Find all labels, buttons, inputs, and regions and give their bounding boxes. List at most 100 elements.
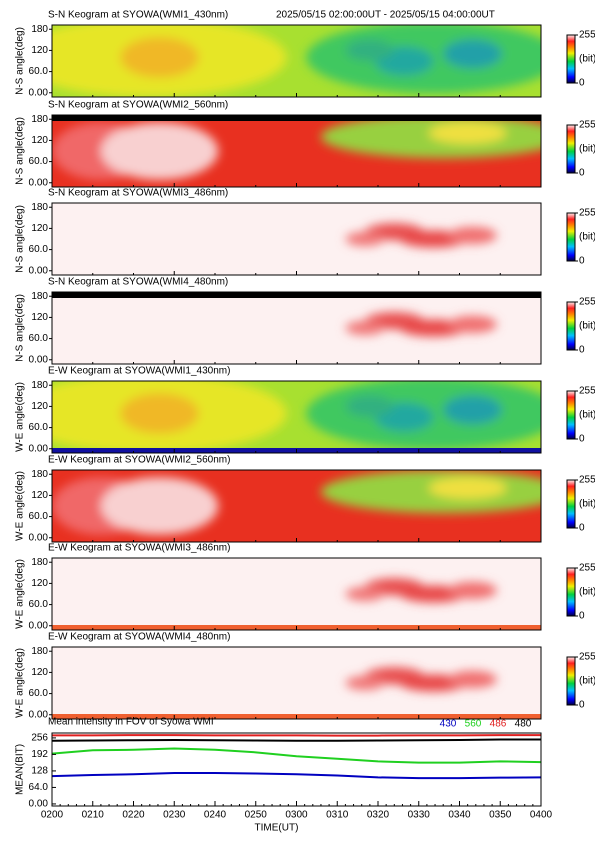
y-tick-label: 60.0 (29, 422, 49, 433)
image-blob (443, 395, 502, 425)
x-tick-label: 0310 (326, 810, 349, 821)
y-tick-label: 128 (31, 766, 48, 777)
y-tick-label: 0.00 (29, 532, 49, 543)
image-blob (100, 122, 219, 180)
y-tick-label: 0.00 (29, 177, 49, 188)
y-tick-label: 0.00 (29, 799, 49, 810)
y-tick-label: 180 (31, 202, 48, 213)
y-tick-label: 192 (31, 749, 48, 760)
colorbar-tick-label: 0 (579, 256, 585, 267)
panel-title: S-N Keogram at SYOWA(WMI4_480nm) (48, 277, 228, 288)
keogram-image (52, 558, 541, 630)
y-tick-label: 60.0 (29, 333, 49, 344)
y-tick-label: 0.00 (29, 265, 49, 276)
keogram-image (52, 292, 541, 364)
image-blob (443, 39, 502, 69)
colorbar-label: (bit) (579, 144, 595, 155)
colorbar-label: (bit) (579, 499, 595, 510)
image-blobs (52, 25, 541, 97)
y-tick-label: 0.00 (29, 443, 49, 454)
colorbar-tick-label: 255 (579, 475, 595, 486)
panel-title: S-N Keogram at SYOWA(WMI2_560nm) (48, 100, 228, 111)
x-tick-label: 0400 (530, 810, 553, 821)
image-blob (120, 393, 199, 434)
colorbar-tick-label: 255 (579, 30, 595, 41)
y-tick-label: 180 (31, 380, 48, 391)
legend-entry: 480 (515, 719, 532, 730)
keogram-image (52, 381, 541, 453)
colorbar-tick-label: 0 (579, 434, 585, 445)
x-tick-label: 0300 (285, 810, 308, 821)
colorbar (566, 34, 576, 84)
colorbar-tick-label: 0 (579, 523, 585, 534)
x-tick-label: 0250 (245, 810, 268, 821)
y-tick-label: 256 (31, 733, 48, 744)
keogram-image (52, 115, 541, 187)
colorbar-tick-label: 0 (579, 611, 585, 622)
x-tick-label: 0200 (41, 810, 64, 821)
colorbar (566, 567, 576, 617)
y-axis-label: N-S angle(deg) (15, 27, 26, 95)
series-line (52, 734, 541, 737)
y-tick-label: 120 (31, 312, 48, 323)
colorbar-label: (bit) (579, 410, 595, 421)
panel-title: E-W Keogram at SYOWA(WMI3_486nm) (48, 543, 230, 554)
y-tick-label: 120 (31, 45, 48, 56)
colorbar (566, 479, 576, 529)
image-blob (448, 670, 497, 689)
image-blob (428, 477, 507, 499)
panel-title: E-W Keogram at SYOWA(WMI2_560nm) (48, 455, 230, 466)
y-tick-label: 180 (31, 24, 48, 35)
colorbar-tick-label: 255 (579, 652, 595, 663)
time-range: 2025/05/15 02:00:00UT - 2025/05/15 04:00… (276, 10, 495, 21)
y-axis-label: W-E angle(deg) (15, 382, 26, 452)
y-tick-label: 64.0 (29, 782, 49, 793)
y-axis-label: W-E angle(deg) (15, 648, 26, 718)
image-blob (448, 226, 497, 245)
image-blob (345, 231, 385, 247)
y-tick-label: 0.00 (29, 354, 49, 365)
colorbar-label: (bit) (579, 587, 595, 598)
image-blobs (345, 667, 497, 692)
image-blob (120, 37, 199, 78)
plot-bg (52, 733, 541, 806)
y-axis-label: W-E angle(deg) (15, 471, 26, 541)
y-axis-label: N-S angle(deg) (15, 205, 26, 273)
image-blob (448, 581, 497, 600)
legend-entry: 430 (440, 719, 457, 730)
y-axis-label: N-S angle(deg) (15, 294, 26, 362)
colorbar-tick-label: 255 (579, 208, 595, 219)
panel-title: E-W Keogram at SYOWA(WMI4_480nm) (48, 632, 230, 643)
image-band (52, 115, 541, 121)
x-tick-label: 0230 (163, 810, 186, 821)
colorbar-label: (bit) (579, 232, 595, 243)
colorbar-label: (bit) (579, 54, 595, 65)
y-tick-label: 180 (31, 469, 48, 480)
y-tick-label: 60.0 (29, 66, 49, 77)
x-axis-label: TIME(UT) (255, 823, 299, 834)
y-tick-label: 60.0 (29, 599, 49, 610)
image-blob (345, 39, 395, 61)
y-tick-label: 180 (31, 646, 48, 657)
y-tick-label: 180 (31, 114, 48, 125)
x-tick-label: 0330 (408, 810, 431, 821)
panel-title: S-N Keogram at SYOWA(WMI3_486nm) (48, 188, 228, 199)
colorbar-label: (bit) (579, 676, 595, 687)
y-tick-label: 0.00 (29, 620, 49, 631)
y-tick-label: 60.0 (29, 688, 49, 699)
colorbar (566, 656, 576, 706)
colorbar (566, 390, 576, 440)
image-blob (345, 586, 385, 602)
y-tick-label: 0.00 (29, 709, 49, 720)
x-tick-label: 0240 (204, 810, 227, 821)
image-blob (345, 320, 385, 336)
legend-entry: 560 (465, 719, 482, 730)
series-line (51, 747, 542, 764)
y-tick-label: 120 (31, 401, 48, 412)
y-tick-label: 0.00 (29, 87, 49, 98)
image-blob (100, 477, 219, 535)
image-blob (345, 395, 395, 418)
image-blobs (345, 312, 497, 337)
panel-title: Mean intensity in FOV of Syowa WMI (48, 717, 214, 728)
